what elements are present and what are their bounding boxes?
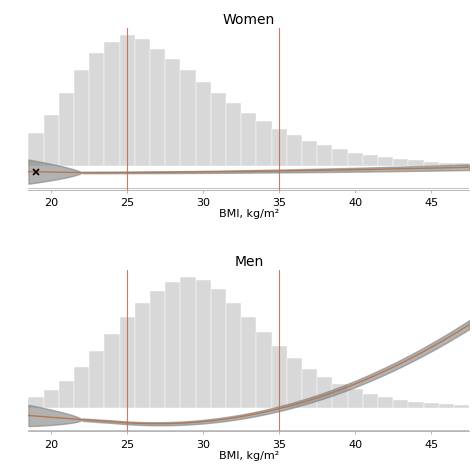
Bar	[256, 332, 272, 408]
Bar	[211, 92, 226, 166]
Bar	[226, 303, 241, 408]
Bar	[378, 157, 393, 166]
Bar	[150, 291, 165, 408]
Title: Women: Women	[223, 13, 275, 27]
Bar	[241, 318, 256, 408]
Bar	[409, 160, 424, 166]
Bar	[59, 381, 74, 408]
Bar	[196, 82, 211, 166]
Bar	[287, 358, 302, 408]
Bar	[119, 318, 135, 408]
X-axis label: BMI, kg/m²: BMI, kg/m²	[219, 210, 279, 219]
Bar	[439, 163, 454, 166]
Bar	[332, 383, 347, 408]
Bar	[302, 369, 317, 408]
Bar	[256, 121, 272, 166]
Bar	[317, 145, 332, 166]
Bar	[424, 162, 439, 166]
Bar	[409, 401, 424, 408]
Bar	[378, 397, 393, 408]
Bar	[196, 280, 211, 408]
Bar	[347, 153, 363, 166]
Bar	[439, 404, 454, 408]
Bar	[28, 133, 44, 166]
Bar	[317, 377, 332, 408]
Bar	[454, 164, 469, 166]
Bar	[211, 289, 226, 408]
Bar	[150, 49, 165, 166]
Bar	[135, 303, 150, 408]
Bar	[28, 397, 44, 408]
Bar	[393, 400, 409, 408]
Bar	[135, 39, 150, 166]
Bar	[74, 70, 89, 166]
Bar	[119, 36, 135, 166]
Bar	[74, 367, 89, 408]
Bar	[332, 149, 347, 166]
Bar	[165, 59, 181, 166]
Bar	[59, 92, 74, 166]
Bar	[363, 394, 378, 408]
Bar	[287, 136, 302, 166]
Bar	[424, 403, 439, 408]
Bar	[165, 283, 181, 408]
X-axis label: BMI, kg/m²: BMI, kg/m²	[219, 451, 279, 461]
Bar	[302, 141, 317, 166]
Bar	[44, 115, 59, 166]
Bar	[393, 159, 409, 166]
Bar	[89, 53, 104, 166]
Bar	[241, 113, 256, 166]
Bar	[181, 70, 196, 166]
Bar	[272, 128, 287, 166]
Bar	[44, 390, 59, 408]
Bar	[226, 103, 241, 166]
Bar	[363, 155, 378, 166]
Bar	[104, 334, 119, 408]
Bar	[454, 405, 469, 408]
Bar	[347, 389, 363, 408]
Bar	[272, 346, 287, 408]
Bar	[89, 351, 104, 408]
Bar	[181, 277, 196, 408]
Title: Men: Men	[234, 255, 264, 269]
Bar	[104, 42, 119, 166]
